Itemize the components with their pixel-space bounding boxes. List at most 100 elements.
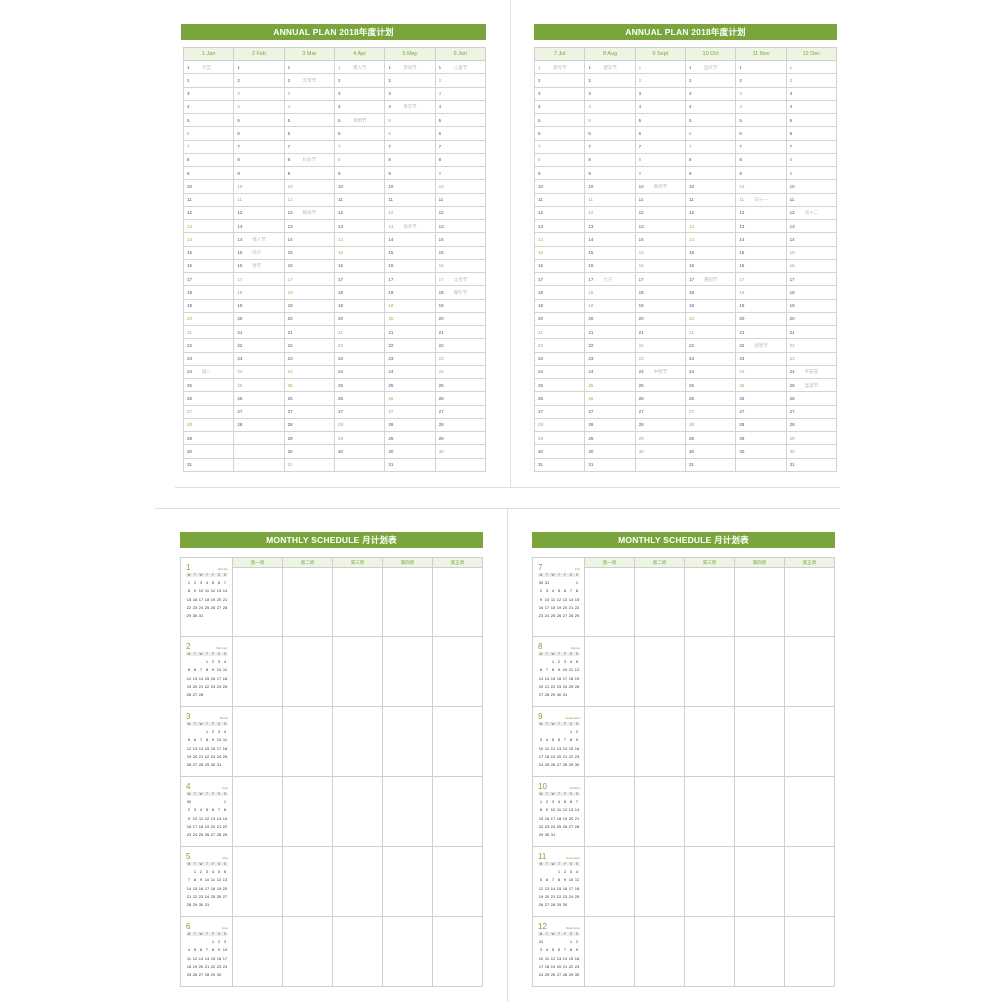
day-cell[interactable]: 31 xyxy=(182,457,235,472)
day-cell[interactable]: 19 xyxy=(434,298,487,313)
day-cell[interactable]: 28 xyxy=(735,417,787,433)
day-cell[interactable]: 8 xyxy=(533,152,586,168)
day-cell[interactable]: 22 xyxy=(233,338,285,353)
day-cell[interactable]: 13 xyxy=(785,218,838,234)
day-cell[interactable]: 14 xyxy=(785,232,838,247)
day-cell[interactable]: 19 xyxy=(785,298,838,313)
day-cell[interactable]: 21 xyxy=(584,324,636,340)
day-cell[interactable]: 2 xyxy=(233,73,285,88)
day-cell[interactable] xyxy=(333,457,386,472)
day-cell[interactable]: 4 xyxy=(182,99,235,115)
day-cell[interactable]: 22 xyxy=(684,338,737,353)
day-cell[interactable]: 15 xyxy=(333,245,386,260)
day-cell[interactable]: 27 xyxy=(735,404,787,419)
day-cell[interactable]: 7 xyxy=(384,139,436,154)
week-plan-cell[interactable] xyxy=(734,567,785,637)
day-cell[interactable]: 26 xyxy=(434,391,487,406)
day-cell[interactable]: 18 xyxy=(333,285,386,300)
day-cell[interactable]: 23 xyxy=(384,351,436,366)
day-cell[interactable]: 3 xyxy=(533,86,586,101)
day-cell[interactable]: 29 xyxy=(684,430,737,446)
week-plan-cell[interactable] xyxy=(784,846,835,917)
week-plan-cell[interactable] xyxy=(784,636,835,707)
day-cell[interactable]: 11 xyxy=(182,192,235,207)
day-cell[interactable]: 19 xyxy=(233,298,285,313)
day-cell[interactable]: 9 xyxy=(233,165,285,181)
day-cell[interactable]: 23 xyxy=(684,351,737,366)
day-cell[interactable]: 18 xyxy=(182,285,235,300)
day-cell[interactable]: 30 xyxy=(283,444,335,459)
day-cell[interactable]: 27 xyxy=(634,404,686,419)
day-cell[interactable]: 6 xyxy=(533,126,586,141)
day-cell[interactable]: 5 xyxy=(584,112,636,128)
week-plan-cell[interactable] xyxy=(584,846,635,917)
day-cell[interactable]: 29 xyxy=(735,430,787,446)
day-cell[interactable]: 20 xyxy=(533,311,586,327)
day-cell[interactable]: 4 xyxy=(283,99,335,115)
day-cell[interactable]: 17 父亲节 xyxy=(434,271,487,287)
day-cell[interactable]: 21 xyxy=(735,324,787,340)
day-cell[interactable]: 23 xyxy=(533,351,586,366)
day-cell[interactable]: 2 元宵节 xyxy=(283,73,335,88)
day-cell[interactable]: 30 xyxy=(735,444,787,459)
day-cell[interactable]: 12 xyxy=(182,205,235,221)
day-cell[interactable]: 16 xyxy=(735,258,787,274)
day-cell[interactable]: 5 xyxy=(785,112,838,128)
week-plan-cell[interactable] xyxy=(232,567,283,637)
day-cell[interactable]: 22 xyxy=(283,338,335,353)
day-cell[interactable]: 3 xyxy=(434,86,487,101)
day-cell[interactable]: 29 xyxy=(182,430,235,446)
day-cell[interactable]: 27 xyxy=(182,404,235,419)
day-cell[interactable]: 14 xyxy=(634,232,686,247)
day-cell[interactable]: 4 xyxy=(684,99,737,115)
day-cell[interactable]: 27 xyxy=(333,404,386,419)
day-cell[interactable]: 5 xyxy=(684,112,737,128)
day-cell[interactable]: 24 中秋节 xyxy=(634,364,686,380)
day-cell[interactable]: 22 感恩节 xyxy=(735,338,787,353)
day-cell[interactable]: 25 xyxy=(584,377,636,393)
week-plan-cell[interactable] xyxy=(684,636,735,707)
day-cell[interactable]: 11 xyxy=(684,192,737,207)
day-cell[interactable]: 28 xyxy=(283,417,335,433)
day-cell[interactable]: 27 xyxy=(384,404,436,419)
day-cell[interactable]: 17 七夕 xyxy=(584,271,636,287)
day-cell[interactable]: 6 xyxy=(333,126,386,141)
day-cell[interactable]: 16 xyxy=(785,258,838,274)
day-cell[interactable]: 19 xyxy=(384,298,436,313)
day-cell[interactable]: 21 xyxy=(533,324,586,340)
day-cell[interactable]: 12 双十二 xyxy=(785,205,838,221)
day-cell[interactable]: 21 xyxy=(684,324,737,340)
day-cell[interactable]: 7 xyxy=(233,139,285,154)
day-cell[interactable]: 11 xyxy=(333,192,386,207)
day-cell[interactable]: 4 xyxy=(434,99,487,115)
day-cell[interactable]: 28 xyxy=(333,417,386,433)
day-cell[interactable]: 2 xyxy=(634,73,686,88)
day-cell[interactable]: 26 xyxy=(634,391,686,406)
day-cell[interactable]: 21 xyxy=(384,324,436,340)
week-plan-cell[interactable] xyxy=(382,916,433,987)
day-cell[interactable]: 26 xyxy=(785,391,838,406)
day-cell[interactable]: 25 xyxy=(233,377,285,393)
day-cell[interactable]: 17 xyxy=(283,271,335,287)
day-cell[interactable]: 20 xyxy=(735,311,787,327)
day-cell[interactable]: 29 xyxy=(584,430,636,446)
day-cell[interactable]: 13 xyxy=(434,218,487,234)
day-cell[interactable]: 13 xyxy=(533,218,586,234)
day-cell[interactable]: 14 情人节 xyxy=(233,232,285,247)
week-plan-cell[interactable] xyxy=(282,916,333,987)
day-cell[interactable]: 1 xyxy=(283,59,335,75)
day-cell[interactable]: 6 xyxy=(384,126,436,141)
day-cell[interactable]: 24 xyxy=(333,364,386,380)
day-cell[interactable]: 31 xyxy=(584,457,636,472)
day-cell[interactable]: 31 xyxy=(533,457,586,472)
week-plan-cell[interactable] xyxy=(432,776,483,847)
day-cell[interactable]: 27 xyxy=(684,404,737,419)
day-cell[interactable]: 11 xyxy=(584,192,636,207)
day-cell[interactable]: 10 xyxy=(182,179,235,194)
day-cell[interactable]: 23 xyxy=(434,351,487,366)
day-cell[interactable]: 18 端午节 xyxy=(434,285,487,300)
day-cell[interactable]: 9 xyxy=(785,165,838,181)
day-cell[interactable]: 14 xyxy=(434,232,487,247)
day-cell[interactable]: 2 xyxy=(384,73,436,88)
day-cell[interactable]: 29 xyxy=(533,430,586,446)
